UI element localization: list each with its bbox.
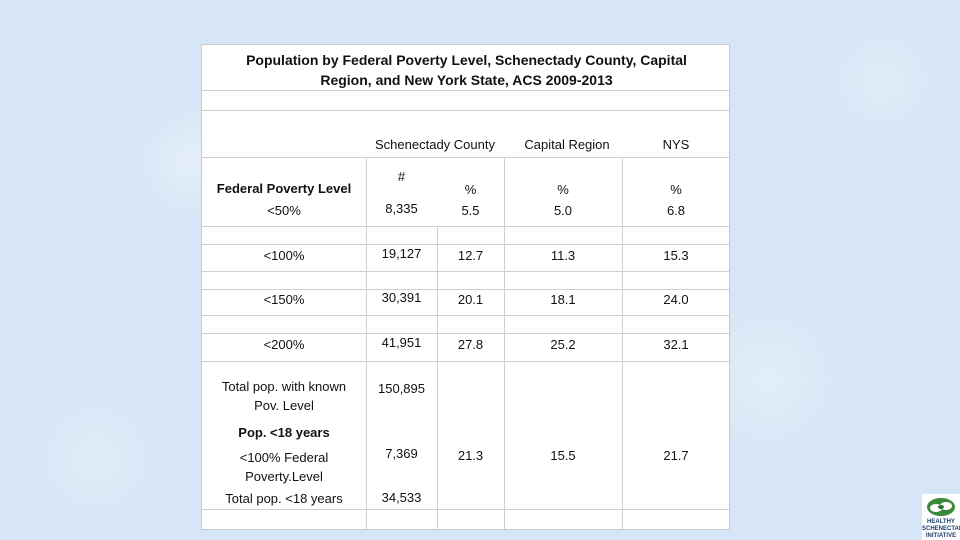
row-nys-pct: 6.8 bbox=[666, 203, 686, 218]
grid-line bbox=[437, 226, 438, 529]
fpl-label: Federal Poverty Level bbox=[216, 181, 352, 196]
total-known-label-1: Total pop. with known bbox=[221, 379, 347, 394]
row-cr-pct: 18.1 bbox=[550, 292, 576, 307]
under18-label-2: Poverty.Level bbox=[245, 469, 323, 484]
row-sc-pct: 27.8 bbox=[457, 337, 484, 352]
header-count-symbol: # bbox=[397, 169, 406, 184]
header-nys-pct-symbol: % bbox=[670, 182, 682, 197]
grid-line bbox=[202, 509, 729, 510]
row-label: <100% bbox=[263, 248, 305, 263]
under18-sc-pct: 21.3 bbox=[457, 448, 484, 463]
row-label: <50% bbox=[267, 203, 301, 218]
header-cr-pct-symbol: % bbox=[557, 182, 569, 197]
grid-line bbox=[366, 157, 367, 529]
grid-line bbox=[202, 244, 729, 245]
header-schenectady: Schenectady County bbox=[375, 137, 495, 152]
row-cr-pct: 25.2 bbox=[550, 337, 576, 352]
grid-line bbox=[202, 271, 729, 272]
grid-line bbox=[202, 157, 729, 158]
grid-line bbox=[202, 315, 729, 316]
logo-line-3: INITIATIVE bbox=[925, 533, 957, 539]
data-table: Population by Federal Poverty Level, Sch… bbox=[201, 44, 730, 530]
table-title: Population by Federal Poverty Level, Sch… bbox=[246, 52, 687, 88]
row-sc-pct: 12.7 bbox=[457, 248, 484, 263]
healthy-schenectady-logo: HEALTHY SCHENECTADY INITIATIVE bbox=[922, 494, 960, 540]
under18-cr-pct: 15.5 bbox=[550, 448, 576, 463]
hands-icon bbox=[927, 498, 955, 516]
grid-line bbox=[202, 361, 729, 362]
under18-heading: Pop. <18 years bbox=[238, 425, 330, 440]
total-under18-count: 34,533 bbox=[381, 490, 422, 505]
under18-label-1: <100% Federal bbox=[239, 450, 329, 465]
grid-line bbox=[202, 333, 729, 334]
row-count: 30,391 bbox=[381, 290, 422, 305]
row-count: 8,335 bbox=[385, 201, 418, 216]
header-capital-region: Capital Region bbox=[524, 137, 610, 152]
total-known-count: 150,895 bbox=[378, 381, 425, 396]
under18-count: 7,369 bbox=[385, 446, 418, 461]
row-cr-pct: 11.3 bbox=[550, 248, 576, 263]
row-nys-pct: 24.0 bbox=[663, 292, 689, 307]
row-cr-pct: 5.0 bbox=[553, 203, 573, 218]
row-label: <150% bbox=[263, 292, 305, 307]
grid-line bbox=[202, 90, 729, 91]
row-nys-pct: 32.1 bbox=[663, 337, 689, 352]
grid-line bbox=[202, 289, 729, 290]
row-label: <200% bbox=[263, 337, 305, 352]
total-known-label-2: Pov. Level bbox=[254, 398, 314, 413]
row-count: 19,127 bbox=[381, 246, 422, 261]
grid-line bbox=[504, 157, 505, 529]
total-under18-label: Total pop. <18 years bbox=[225, 491, 343, 506]
row-nys-pct: 15.3 bbox=[663, 248, 689, 263]
header-nys: NYS bbox=[662, 137, 690, 152]
row-count: 41,951 bbox=[381, 335, 422, 350]
row-sc-pct: 5.5 bbox=[461, 203, 480, 218]
logo-line-1: HEALTHY bbox=[927, 519, 955, 525]
grid-line bbox=[202, 226, 729, 227]
grid-line bbox=[622, 157, 623, 529]
under18-nys-pct: 21.7 bbox=[663, 448, 689, 463]
row-sc-pct: 20.1 bbox=[457, 292, 484, 307]
logo-line-2: SCHENECTADY bbox=[922, 526, 960, 532]
grid-line bbox=[202, 110, 729, 111]
header-sc-pct-symbol: % bbox=[464, 182, 477, 197]
